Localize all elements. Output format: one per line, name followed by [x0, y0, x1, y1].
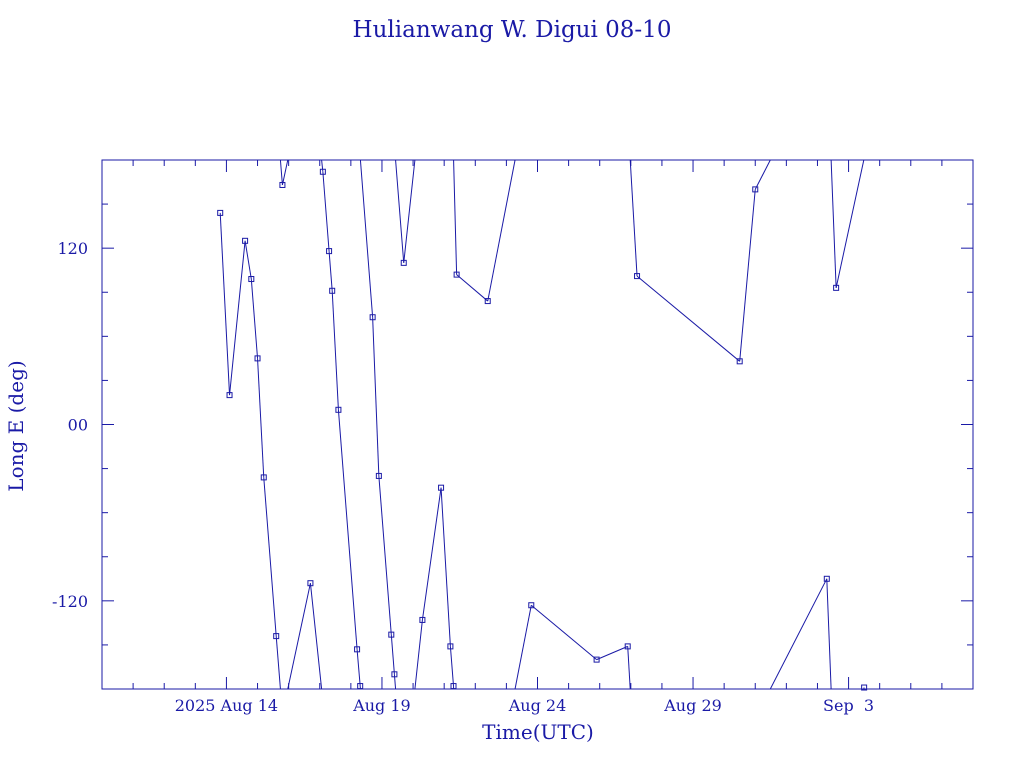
x-tick-label: Sep 3: [823, 696, 874, 715]
line-segment: [440, 487, 451, 647]
line-segment: [530, 604, 597, 660]
line-segment: [229, 240, 246, 396]
data-point: [484, 298, 491, 305]
line-segment: [263, 477, 277, 637]
data-point: [319, 168, 326, 175]
x-tick-label: Aug 29: [663, 696, 722, 715]
line-segment: [826, 578, 832, 689]
data-point: [260, 474, 267, 481]
y-axis: -120 00 120: [52, 159, 973, 690]
data-point: [624, 643, 631, 650]
data-point: [226, 392, 233, 399]
line-segment: [403, 160, 416, 263]
line-segment: [449, 646, 455, 687]
line-segment: [830, 160, 837, 288]
data-point: [354, 646, 361, 653]
data-point: [752, 186, 759, 193]
line-segment: [257, 358, 265, 478]
data-point: [273, 633, 280, 640]
data-point: [242, 237, 249, 244]
line-segment: [636, 275, 741, 362]
data-point: [400, 259, 407, 266]
data-point: [438, 484, 445, 491]
line-segment: [754, 160, 771, 190]
y-tick-label: 00: [68, 416, 88, 435]
data-point: [391, 671, 398, 678]
data-point: [634, 273, 641, 280]
line-segment: [287, 583, 311, 689]
line-segment: [739, 189, 756, 362]
data-point: [861, 684, 868, 691]
data-point: [326, 248, 333, 255]
line-segment: [372, 317, 380, 476]
data-point: [447, 643, 454, 650]
line-segment: [395, 160, 405, 263]
line-segment: [356, 649, 361, 687]
line-segment: [835, 160, 865, 288]
x-axis-label: Time(UTC): [482, 720, 594, 744]
data-point: [329, 287, 336, 294]
line-segment: [487, 160, 516, 302]
line-segment: [769, 578, 828, 689]
line-segment: [322, 171, 330, 252]
line-segment: [629, 160, 638, 277]
data-point: [528, 602, 535, 609]
line-segment: [337, 409, 358, 650]
y-tick-label: 120: [57, 239, 88, 258]
data-point: [823, 575, 830, 582]
line-segment: [281, 160, 289, 186]
line-segment: [328, 251, 333, 291]
line-segment: [390, 634, 395, 675]
line-segment: [378, 475, 392, 635]
data-point: [419, 616, 426, 623]
x-tick-label: 2025 Aug 14: [175, 696, 278, 715]
line-segment: [627, 646, 631, 689]
series-line: [219, 160, 865, 689]
data-point: [450, 683, 457, 690]
x-tick-label: Aug 19: [352, 696, 411, 715]
line-segment: [219, 212, 231, 396]
line-segment: [275, 636, 281, 689]
data-point: [335, 406, 342, 413]
line-segment: [359, 160, 374, 318]
data-point: [279, 181, 286, 188]
x-axis: 2025 Aug 14 Aug 19 Aug 24 Aug 29 Sep 3: [132, 160, 943, 715]
line-segment: [414, 619, 423, 689]
y-tick-label: -120: [52, 592, 88, 611]
data-point: [369, 314, 376, 321]
line-segment: [453, 160, 458, 275]
data-point: [833, 284, 840, 291]
data-point: [453, 271, 460, 278]
line-segment: [421, 487, 442, 621]
y-axis-label: Long E (deg): [4, 360, 28, 491]
data-point: [254, 355, 261, 362]
line-segment: [244, 240, 252, 280]
line-segment: [250, 278, 259, 359]
data-point: [248, 276, 255, 283]
line-segment: [309, 583, 323, 689]
data-point: [357, 683, 364, 690]
chart-title: Hulianwang W. Digui 08-10: [353, 17, 672, 43]
line-segment: [321, 160, 324, 172]
data-point: [388, 631, 395, 638]
line-segment: [331, 290, 339, 410]
line-segment: [456, 274, 489, 302]
data-point: [593, 656, 600, 663]
x-tick-label: Aug 24: [508, 696, 567, 715]
data-point: [375, 472, 382, 479]
plot-frame: [101, 159, 974, 690]
line-segment: [279, 160, 283, 186]
data-point: [736, 358, 743, 365]
line-segment: [596, 645, 628, 661]
series-layer: [217, 160, 868, 691]
line-segment: [514, 605, 532, 689]
data-point: [217, 209, 224, 216]
data-point: [307, 580, 314, 587]
